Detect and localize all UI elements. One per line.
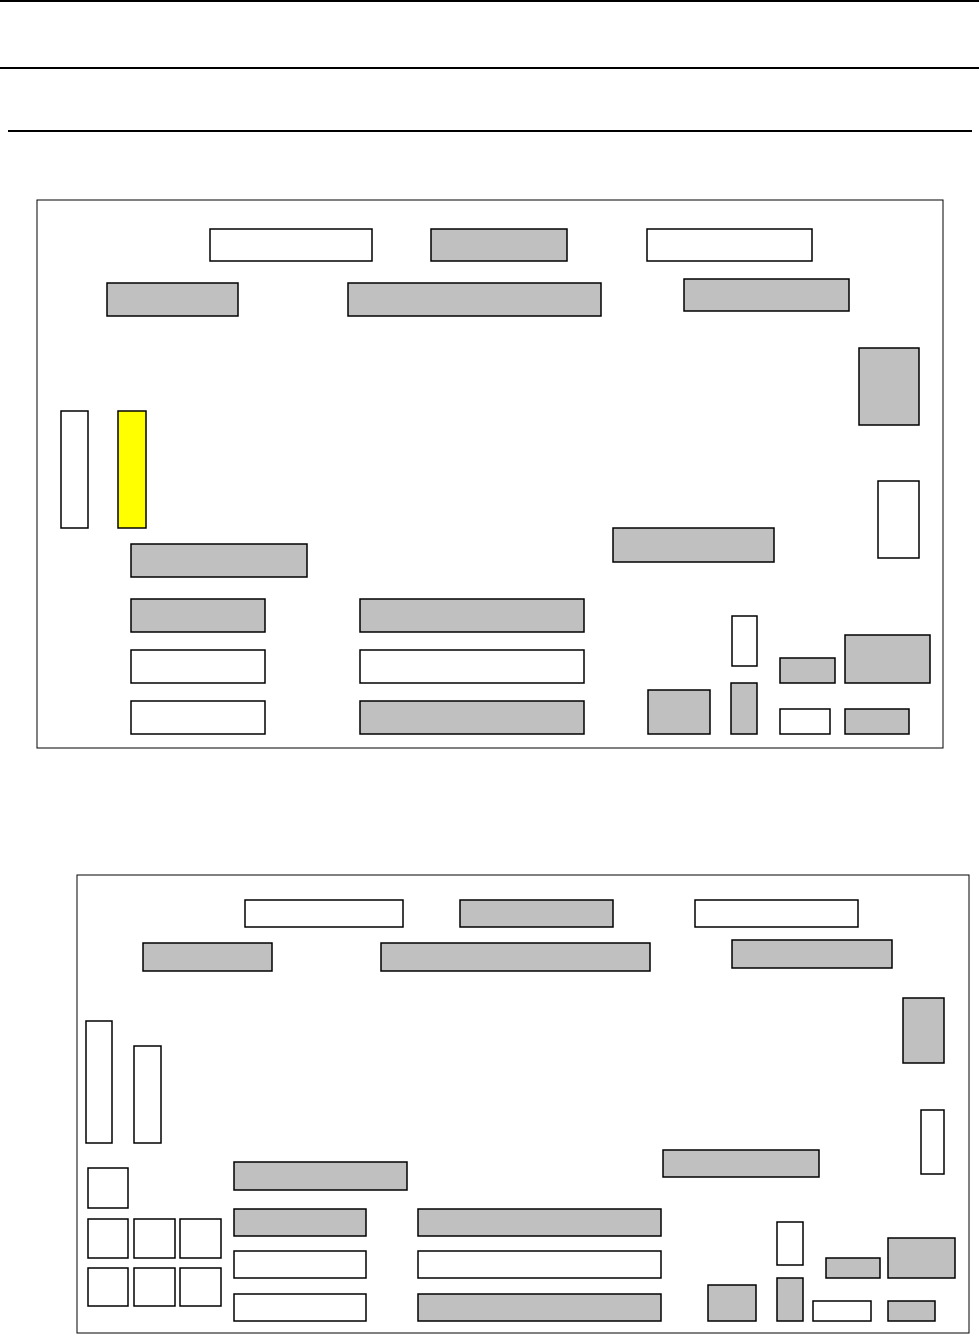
panel-frame xyxy=(76,874,970,1334)
block xyxy=(647,689,711,735)
block xyxy=(106,282,239,317)
block xyxy=(233,1250,367,1279)
layout-panel-1 xyxy=(36,199,944,749)
block xyxy=(731,939,893,969)
block xyxy=(85,1020,113,1144)
block xyxy=(133,1045,162,1144)
block xyxy=(233,1208,367,1237)
block xyxy=(133,1267,176,1307)
block xyxy=(887,1300,936,1322)
block xyxy=(844,708,910,735)
block xyxy=(347,282,602,317)
block xyxy=(60,410,89,529)
block xyxy=(380,942,651,972)
block xyxy=(179,1218,222,1259)
block xyxy=(233,1161,408,1191)
block xyxy=(130,598,266,633)
block xyxy=(779,657,836,684)
block xyxy=(233,1293,367,1322)
block xyxy=(87,1218,129,1259)
block xyxy=(707,1284,757,1322)
panel-frame xyxy=(36,199,944,749)
highlighted-block xyxy=(117,410,147,529)
block xyxy=(179,1267,222,1307)
block xyxy=(417,1208,662,1237)
block xyxy=(244,899,404,928)
block xyxy=(776,1221,804,1266)
block xyxy=(209,228,373,262)
block xyxy=(133,1218,176,1259)
block xyxy=(902,997,945,1064)
block xyxy=(130,649,266,684)
block xyxy=(130,700,266,735)
block xyxy=(130,543,308,578)
block xyxy=(359,700,585,735)
block xyxy=(646,228,813,262)
block xyxy=(683,278,850,312)
block xyxy=(87,1167,129,1209)
block xyxy=(359,598,585,633)
block xyxy=(812,1300,872,1322)
block xyxy=(887,1237,956,1279)
block xyxy=(142,942,273,972)
block xyxy=(731,615,758,667)
block xyxy=(359,649,585,684)
block xyxy=(87,1267,129,1307)
block xyxy=(612,527,775,563)
block xyxy=(858,347,920,426)
block xyxy=(844,634,931,684)
block xyxy=(694,899,859,928)
block xyxy=(877,480,920,559)
block xyxy=(825,1257,881,1279)
block xyxy=(920,1109,945,1175)
block xyxy=(730,682,758,735)
block xyxy=(417,1293,662,1322)
layout-panel-2 xyxy=(76,874,970,1334)
block xyxy=(662,1149,820,1178)
block xyxy=(430,228,568,262)
block xyxy=(776,1277,804,1322)
block xyxy=(459,899,614,928)
block xyxy=(779,708,831,735)
block xyxy=(417,1250,662,1279)
